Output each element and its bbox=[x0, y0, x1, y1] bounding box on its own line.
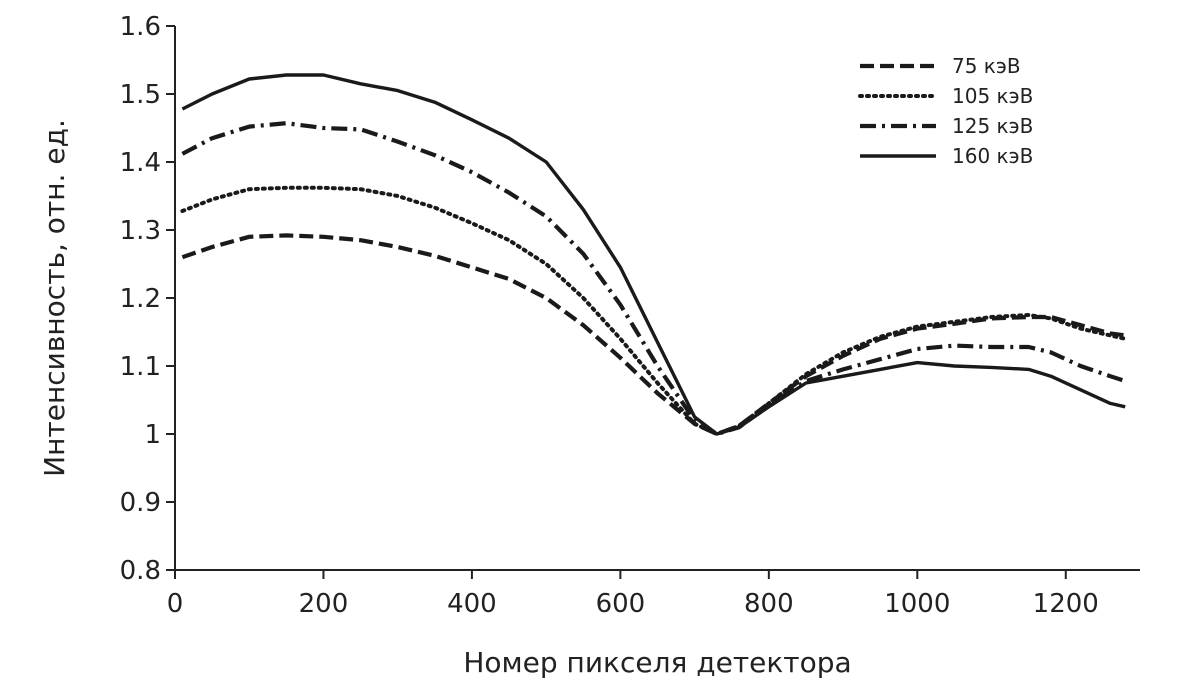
x-tick-label: 600 bbox=[596, 589, 646, 619]
x-tick-label: 400 bbox=[447, 589, 497, 619]
x-axis-ticks: 0 200 400 600 800 1000 1200 bbox=[167, 570, 1099, 619]
series-lines bbox=[180, 73, 1128, 437]
legend-label: 105 кэВ bbox=[952, 84, 1033, 108]
y-tick-label: 1.2 bbox=[120, 284, 161, 314]
legend: 75 кэВ 105 кэВ 125 кэВ 160 кэВ bbox=[858, 54, 1033, 168]
y-tick-label: 0.9 bbox=[120, 488, 161, 518]
y-tick-label: 1.4 bbox=[120, 148, 161, 178]
x-tick-label: 1000 bbox=[884, 589, 950, 619]
y-tick-label: 1.5 bbox=[120, 80, 161, 110]
legend-label: 160 кэВ bbox=[952, 144, 1033, 168]
legend-label: 75 кэВ bbox=[952, 54, 1021, 78]
y-tick-label: 1.6 bbox=[120, 12, 161, 42]
plot-area: 0 200 400 600 800 1000 1200 0.8 0.9 1 1.1 1.2 1.3 1.… bbox=[120, 12, 1140, 619]
x-tick-label: 0 bbox=[167, 589, 184, 619]
legend-label: 125 кэВ bbox=[952, 114, 1033, 138]
x-axis-title: Номер пикселя детектора bbox=[463, 646, 851, 679]
y-axis-ticks: 0.8 0.9 1 1.1 1.2 1.3 1.4 1.5 1.6 bbox=[120, 12, 175, 586]
y-axis-title: Интенсивность, отн. ед. bbox=[38, 119, 71, 477]
y-tick-label: 1.1 bbox=[120, 352, 161, 382]
y-tick-label: 1.3 bbox=[120, 216, 161, 246]
x-tick-label: 200 bbox=[299, 589, 349, 619]
x-tick-label: 1200 bbox=[1033, 589, 1099, 619]
x-tick-label: 800 bbox=[744, 589, 794, 619]
series-line-105-кэВ bbox=[180, 185, 1128, 436]
series-line-125-кэВ bbox=[181, 121, 1126, 437]
y-tick-label: 1 bbox=[144, 420, 161, 450]
y-tick-label: 0.8 bbox=[120, 556, 161, 586]
series-line-160-кэВ bbox=[181, 73, 1126, 436]
